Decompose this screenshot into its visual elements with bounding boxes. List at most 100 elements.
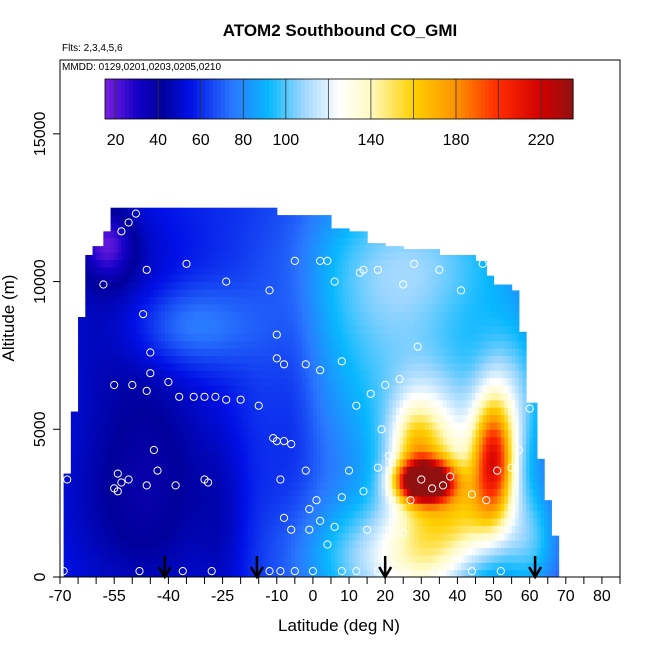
heatmap-cell — [244, 237, 249, 246]
heatmap-cell — [284, 340, 289, 349]
heatmap-cell — [424, 458, 430, 467]
heatmap-cell — [392, 451, 397, 460]
heatmap-cell — [280, 222, 285, 231]
heatmap-cell — [356, 503, 361, 512]
heatmap-cell — [211, 384, 216, 393]
heatmap-cell — [247, 377, 253, 386]
heatmap-cell — [428, 249, 433, 253]
heatmap-cell — [233, 510, 238, 519]
heatmap-cell — [106, 296, 112, 305]
heatmap-cell — [432, 525, 437, 534]
heatmap-cell — [146, 458, 151, 467]
heatmap-cell — [403, 540, 408, 549]
heatmap-cell — [323, 340, 328, 349]
heatmap-cell — [193, 325, 198, 334]
heatmap-cell — [320, 392, 325, 401]
heatmap-cell — [125, 370, 130, 379]
heatmap-cell — [88, 466, 94, 475]
heatmap-cell — [139, 562, 144, 571]
heatmap-cell — [377, 333, 383, 342]
heatmap-cell — [345, 547, 350, 556]
heatmap-cell — [117, 222, 123, 231]
heatmap-cell — [164, 370, 169, 379]
heatmap-cell — [424, 451, 430, 460]
heatmap-cell — [276, 259, 281, 268]
heatmap-cell — [399, 259, 404, 268]
heatmap-cell — [345, 259, 350, 268]
heatmap-cell — [208, 421, 213, 430]
heatmap-cell — [421, 399, 426, 408]
heatmap-cell — [103, 340, 108, 349]
heatmap-cell — [237, 266, 242, 275]
heatmap-cell — [233, 296, 238, 305]
heatmap-cell — [244, 503, 249, 512]
heatmap-cell — [323, 444, 328, 453]
heatmap-cell — [182, 480, 188, 489]
heatmap-cell — [385, 281, 390, 290]
heatmap-cell — [338, 554, 343, 563]
heatmap-cell — [352, 392, 357, 401]
heatmap-cell — [88, 480, 94, 489]
heatmap-cell — [172, 296, 177, 305]
heatmap-cell — [78, 458, 83, 467]
heatmap-cell — [67, 554, 72, 563]
heatmap-cell — [110, 244, 115, 253]
heatmap-cell — [334, 495, 339, 504]
heatmap-cell — [428, 266, 433, 275]
heatmap-cell — [218, 414, 224, 423]
heatmap-cell — [204, 362, 209, 371]
heatmap-cell — [446, 407, 451, 416]
heatmap-cell — [99, 480, 104, 489]
heatmap-cell — [334, 392, 339, 401]
heatmap-cell — [269, 407, 274, 416]
heatmap-cell — [320, 340, 325, 349]
heatmap-cell — [128, 237, 133, 246]
heatmap-cell — [237, 340, 242, 349]
heatmap-cell — [294, 510, 300, 519]
heatmap-cell — [309, 488, 314, 497]
heatmap-cell — [312, 473, 318, 482]
heatmap-cell — [121, 525, 126, 534]
heatmap-cell — [211, 444, 216, 453]
heatmap-cell — [63, 532, 68, 541]
heatmap-cell — [381, 466, 386, 475]
heatmap-cell — [85, 348, 90, 357]
heatmap-cell — [265, 399, 271, 408]
heatmap-cell — [81, 473, 86, 482]
heatmap-cell — [280, 362, 285, 371]
heatmap-cell — [269, 562, 274, 571]
heatmap-cell — [312, 229, 318, 238]
heatmap-cell — [374, 517, 379, 526]
heatmap-cell — [103, 473, 108, 482]
heatmap-cell — [132, 333, 137, 342]
heatmap-cell — [446, 554, 451, 563]
heatmap-cell — [421, 355, 426, 364]
heatmap-cell — [410, 281, 415, 290]
heatmap-cell — [218, 444, 224, 453]
heatmap-cell — [385, 355, 390, 364]
heatmap-cell — [424, 562, 430, 571]
heatmap-cell — [320, 562, 325, 571]
heatmap-cell — [316, 517, 321, 526]
heatmap-cell — [197, 421, 202, 430]
heatmap-cell — [262, 495, 267, 504]
heatmap-cell — [302, 340, 307, 349]
heatmap-cell — [388, 473, 393, 482]
heatmap-cell — [377, 377, 383, 386]
heatmap-cell — [237, 503, 242, 512]
heatmap-cell — [96, 421, 101, 430]
heatmap-cell — [197, 444, 202, 453]
heatmap-cell — [172, 473, 177, 482]
heatmap-cell — [392, 540, 397, 549]
heatmap-cell — [179, 252, 184, 261]
heatmap-cell — [363, 547, 368, 556]
heatmap-cell — [316, 429, 321, 438]
heatmap-cell — [302, 229, 307, 238]
heatmap-cell — [338, 340, 343, 349]
heatmap-cell — [255, 384, 260, 393]
heatmap-cell — [143, 562, 148, 571]
heatmap-cell — [302, 362, 307, 371]
heatmap-cell — [226, 252, 231, 261]
heatmap-cell — [320, 495, 325, 504]
heatmap-cell — [186, 510, 191, 519]
